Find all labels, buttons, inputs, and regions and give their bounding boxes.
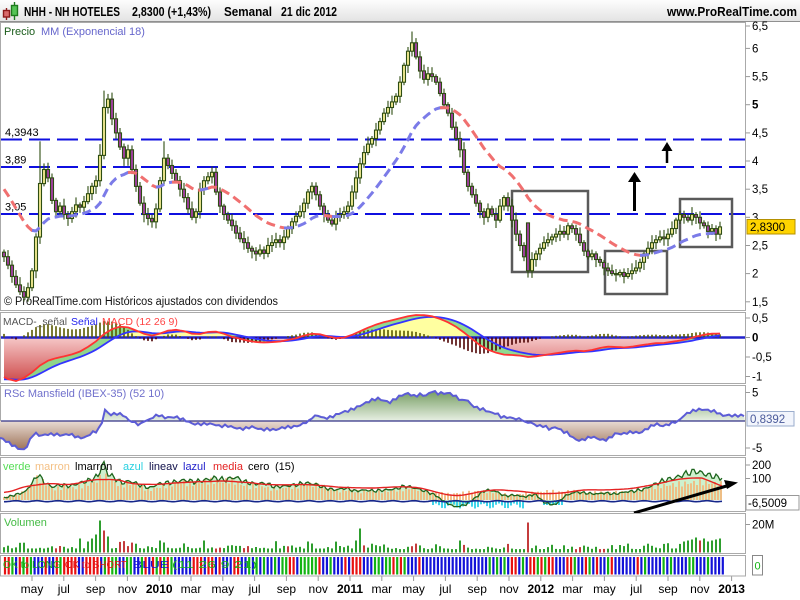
svg-text:2013: 2013 <box>718 582 745 596</box>
svg-text:mar: mar <box>562 582 583 596</box>
svg-text:-6,5009: -6,5009 <box>748 498 787 510</box>
svg-text:2,5: 2,5 <box>752 241 768 253</box>
svg-text:lazul: lazul <box>183 461 206 473</box>
svg-text:NHH - NH HOTELES: NHH - NH HOTELES <box>24 5 120 19</box>
svg-text:RSc Mansfield (IBEX-35) (52 10: RSc Mansfield (IBEX-35) (52 10) <box>4 388 164 400</box>
svg-text:-5: -5 <box>752 443 762 455</box>
svg-text:sep: sep <box>86 582 106 596</box>
svg-text:2,8300: 2,8300 <box>750 222 785 234</box>
svg-text:-1: -1 <box>752 372 762 384</box>
svg-text:lmarron: lmarron <box>75 461 112 473</box>
svg-text:2: 2 <box>752 269 758 281</box>
svg-text:jul: jul <box>57 582 70 596</box>
svg-text:media: media <box>213 461 244 473</box>
svg-text:5: 5 <box>752 100 759 112</box>
svg-text:mar: mar <box>181 582 202 596</box>
svg-text:100: 100 <box>752 474 771 486</box>
svg-text:1,5: 1,5 <box>752 297 768 309</box>
svg-text:(15): (15) <box>275 461 295 473</box>
svg-text:0: 0 <box>752 333 758 345</box>
svg-text:nov: nov <box>499 582 518 596</box>
svg-text:may: may <box>21 582 44 596</box>
svg-text:jul: jul <box>438 582 451 596</box>
svg-text:marron: marron <box>35 461 70 473</box>
svg-text:sep: sep <box>658 582 678 596</box>
svg-text:6,5: 6,5 <box>752 21 768 33</box>
svg-text:21 dic 2012: 21 dic 2012 <box>281 5 337 19</box>
svg-text:nov: nov <box>690 582 709 596</box>
svg-text:BLUE: BLUE <box>133 559 169 571</box>
svg-text:OK to SHORT: OK to SHORT <box>65 559 128 571</box>
svg-text:4: 4 <box>752 156 759 168</box>
svg-text:Señal: Señal <box>71 316 98 328</box>
svg-text:© ProRealTime.com Históricos: © ProRealTime.com Históricos ajustados c… <box>4 296 278 308</box>
svg-text:0: 0 <box>755 561 761 573</box>
svg-text:nov: nov <box>118 582 137 596</box>
svg-text:0,8392: 0,8392 <box>750 414 785 426</box>
svg-text:mar: mar <box>371 582 392 596</box>
svg-text:0,5: 0,5 <box>752 313 768 325</box>
svg-text:azul: azul <box>123 461 143 473</box>
svg-text:3: 3 <box>752 212 758 224</box>
svg-text:5: 5 <box>752 388 758 400</box>
svg-text:2010: 2010 <box>146 582 173 596</box>
svg-text:may: may <box>593 582 616 596</box>
svg-text:3,89: 3,89 <box>5 155 26 167</box>
svg-text:4,5: 4,5 <box>752 128 768 140</box>
svg-text:(11 26 9 21): (11 26 9 21) <box>172 559 257 571</box>
svg-text:6: 6 <box>752 43 758 55</box>
svg-text:lineav: lineav <box>149 461 178 473</box>
svg-text:verde: verde <box>3 461 31 473</box>
svg-text:may: may <box>211 582 234 596</box>
svg-text:Volumen: Volumen <box>4 517 47 529</box>
svg-text:2012: 2012 <box>527 582 554 596</box>
svg-text:-0,5: -0,5 <box>752 352 772 364</box>
svg-text:jul: jul <box>248 582 261 596</box>
svg-text:2,8300 (+1,43%): 2,8300 (+1,43%) <box>132 5 211 19</box>
svg-text:sep: sep <box>277 582 297 596</box>
svg-text:www.ProRealTime.com: www.ProRealTime.com <box>666 5 797 19</box>
svg-text:MM (Exponencial 18): MM (Exponencial 18) <box>41 26 145 38</box>
svg-text:20M: 20M <box>752 520 774 532</box>
svg-text:jul: jul <box>629 582 642 596</box>
svg-text:nov: nov <box>309 582 328 596</box>
svg-text:sep: sep <box>468 582 488 596</box>
svg-text:3,5: 3,5 <box>752 184 768 196</box>
svg-text:2011: 2011 <box>337 582 363 596</box>
svg-text:OK to LONG: OK to LONG <box>3 559 61 571</box>
svg-text:may: may <box>402 582 425 596</box>
svg-text:200: 200 <box>752 460 771 472</box>
svg-text:MACD-_señal: MACD-_señal <box>3 316 67 328</box>
svg-text:4,3943: 4,3943 <box>5 127 39 139</box>
svg-text:cero: cero <box>248 461 269 473</box>
svg-text:Semanal: Semanal <box>224 5 272 19</box>
svg-text:MACD (12 26 9): MACD (12 26 9) <box>102 316 178 328</box>
svg-text:5,5: 5,5 <box>752 72 768 84</box>
svg-text:Precio: Precio <box>4 26 35 38</box>
